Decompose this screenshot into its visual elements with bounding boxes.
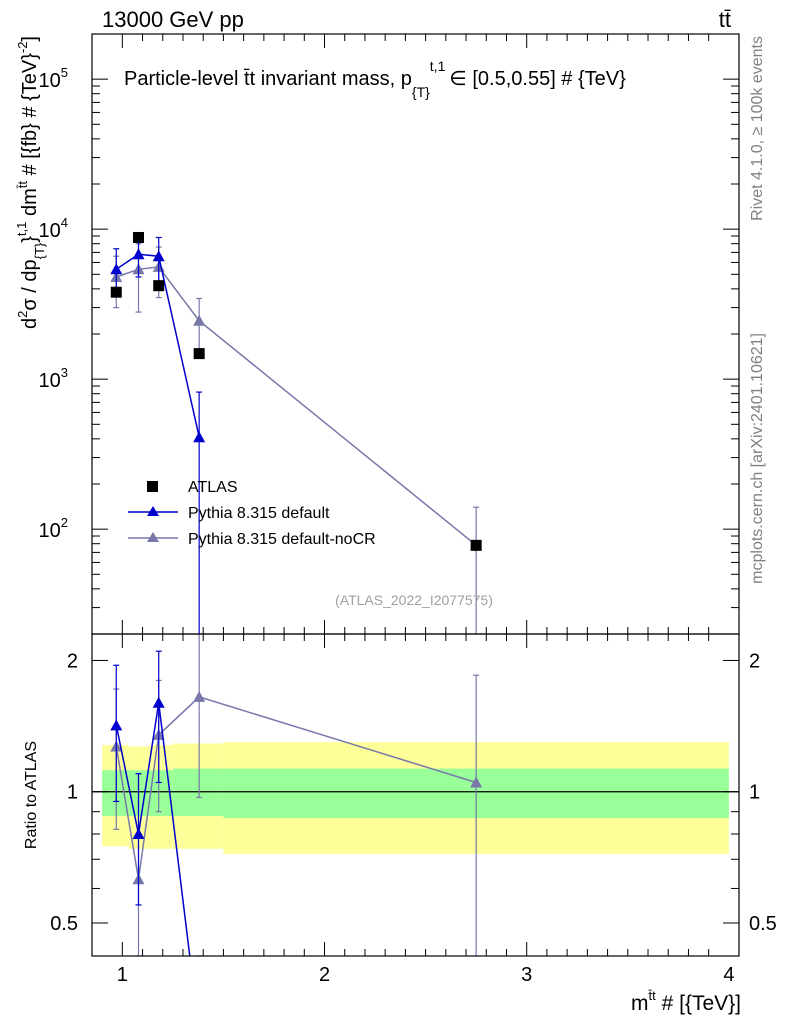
legend-label-nocr: Pythia 8.315 default-noCR bbox=[188, 531, 376, 548]
xtick-label: 2 bbox=[319, 964, 330, 986]
legend: ATLAS Pythia 8.315 default Pythia 8.315 … bbox=[128, 479, 376, 548]
chart-title-sub: {T} bbox=[412, 84, 430, 100]
ratio-ylabel: Ratio to ATLAS bbox=[23, 741, 40, 849]
ratio-nocr-point bbox=[193, 690, 206, 702]
ytick-exp: 2 bbox=[61, 515, 68, 530]
analysis-watermark: (ATLAS_2022_I2077575) bbox=[335, 592, 493, 608]
main-atlas-point bbox=[110, 286, 122, 298]
ratio-ytick-label-right: 2 bbox=[749, 650, 760, 672]
ylabel-b: σ / dp bbox=[19, 259, 41, 310]
ytick-exp: 5 bbox=[61, 65, 68, 80]
ylabel-c-sup: t,1 bbox=[14, 222, 29, 236]
ylabel-b-sub: {T} bbox=[32, 242, 47, 259]
legend-marker-default bbox=[147, 506, 159, 516]
ratio-ytick-label-right: 0.5 bbox=[749, 913, 777, 935]
ytick-base: 10 bbox=[39, 70, 61, 92]
legend-label-default: Pythia 8.315 default bbox=[188, 505, 330, 522]
xtick-label: 4 bbox=[723, 964, 734, 986]
ratio-axis-ticks: 0.5 0.5 1 1 2 2 1 2 3 4 bbox=[50, 634, 777, 986]
xlabel-b: # [{TeV}] bbox=[656, 992, 741, 1015]
energy-label: 13000 GeV pp bbox=[102, 7, 244, 32]
main-atlas-point bbox=[133, 231, 145, 243]
chart-title-main: Particle-level t̄t invariant mass, p bbox=[124, 68, 412, 90]
ratio-default-point bbox=[110, 719, 123, 731]
main-default-point bbox=[193, 431, 206, 443]
ylabel-d-sup: t̄t bbox=[15, 181, 30, 189]
main-atlas-point bbox=[193, 348, 205, 360]
main-nocr-point bbox=[193, 314, 206, 326]
ratio-series bbox=[110, 634, 483, 956]
main-default-line bbox=[115, 253, 200, 438]
main-ytick-label: 104 bbox=[39, 215, 68, 242]
ytick-base: 10 bbox=[39, 520, 61, 542]
xtick-label: 3 bbox=[521, 964, 532, 986]
ratio-default-point bbox=[152, 696, 165, 708]
main-ytick-label: 103 bbox=[39, 365, 68, 392]
ratio-ytick-label-left: 1 bbox=[67, 782, 78, 804]
ylabel-e-sup: -2 bbox=[15, 42, 30, 54]
ratio-frame bbox=[91, 633, 740, 957]
chart-title: Particle-level t̄t invariant mass, p{T}t… bbox=[124, 58, 626, 100]
main-default-point bbox=[110, 263, 123, 275]
ratio-ytick-label-right: 1 bbox=[749, 782, 760, 804]
main-default-point bbox=[132, 248, 145, 260]
ratio-uncertainty-bands bbox=[102, 742, 729, 854]
ytick-base: 10 bbox=[39, 220, 61, 242]
main-ylabel: d2σ / dp{T}}t,1 dmt̄t # [{fb} # {TeV}-2] bbox=[14, 36, 47, 329]
main-default-point bbox=[152, 250, 165, 262]
ratio-ytick-label-left: 2 bbox=[67, 650, 78, 672]
ytick-exp: 3 bbox=[61, 365, 68, 380]
rivet-label: Rivet 4.1.0, ≥ 100k events bbox=[749, 36, 766, 221]
main-series bbox=[110, 231, 483, 634]
chart-title-sup: t,1 bbox=[430, 58, 446, 74]
ratio-default-point bbox=[132, 827, 145, 839]
ylabel-a-sup: 2 bbox=[15, 311, 30, 318]
ytick-base: 10 bbox=[39, 370, 61, 392]
ratio-nocr-point bbox=[470, 776, 483, 788]
ratio-panel: 0.5 0.5 1 1 2 2 1 2 3 4 bbox=[50, 633, 777, 986]
ratio-default-line bbox=[115, 702, 191, 956]
mcplots-label: mcplots.cern.ch [arXiv:2401.10621] bbox=[749, 333, 766, 584]
process-label: tt̄ bbox=[719, 7, 731, 32]
ylabel-f: ] bbox=[19, 36, 41, 42]
xtick-label: 1 bbox=[117, 964, 128, 986]
xlabel-a-sup: t̄t bbox=[648, 988, 656, 1003]
ylabel-c: } bbox=[19, 236, 41, 243]
main-atlas-point bbox=[153, 280, 165, 292]
main-ytick-label: 102 bbox=[39, 515, 68, 542]
ylabel-e: # [{fb} # {TeV} bbox=[19, 53, 41, 181]
main-ytick-label: 105 bbox=[39, 65, 68, 92]
ratio-ytick-label-left: 0.5 bbox=[50, 913, 78, 935]
ylabel-a: d bbox=[19, 318, 41, 329]
main-atlas-point bbox=[470, 539, 482, 551]
chart-title-tail: ∈ [0.5,0.55] # {TeV} bbox=[449, 68, 626, 90]
xlabel-a: m bbox=[631, 992, 649, 1015]
legend-marker-atlas bbox=[147, 481, 158, 492]
xlabel: mt̄t # [{TeV}] bbox=[631, 988, 741, 1015]
legend-label-atlas: ATLAS bbox=[188, 479, 238, 496]
ytick-exp: 4 bbox=[61, 215, 68, 230]
ylabel-d: dm bbox=[19, 188, 41, 221]
legend-marker-nocr bbox=[147, 532, 159, 542]
